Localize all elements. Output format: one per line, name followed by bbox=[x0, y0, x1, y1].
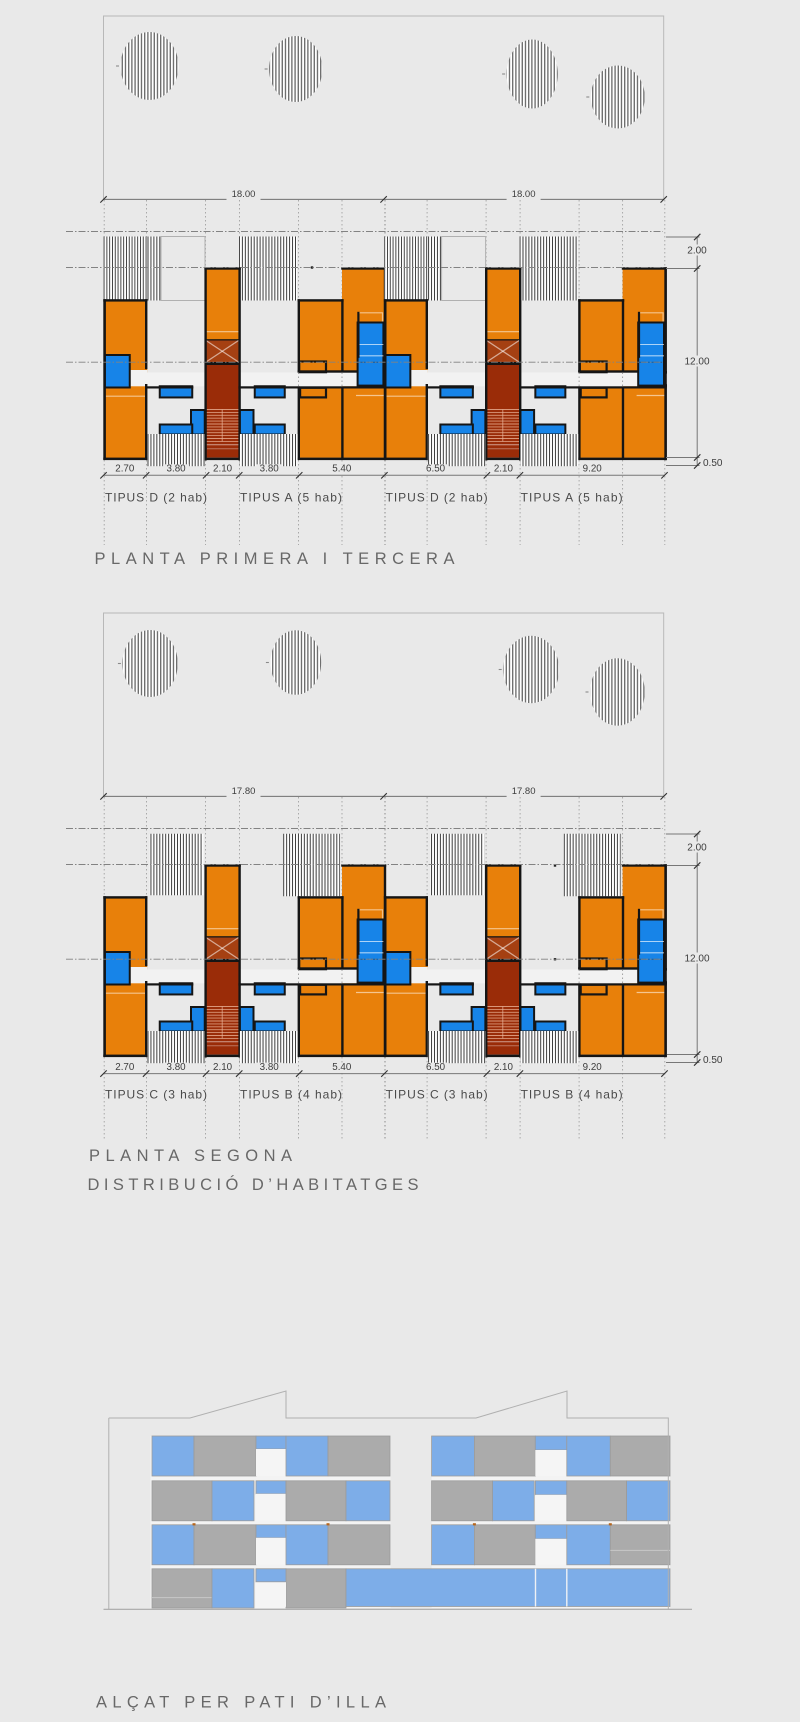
svg-text:TIPUS A (5 hab): TIPUS A (5 hab) bbox=[521, 491, 623, 505]
svg-text:TIPUS B (4 hab): TIPUS B (4 hab) bbox=[521, 1088, 623, 1102]
svg-text:2.70: 2.70 bbox=[115, 464, 135, 475]
svg-text:TIPUS C (3 hab): TIPUS C (3 hab) bbox=[105, 1088, 207, 1102]
svg-text:9.20: 9.20 bbox=[583, 1062, 603, 1073]
svg-text:5.40: 5.40 bbox=[332, 464, 352, 475]
svg-text:17.80: 17.80 bbox=[232, 786, 256, 797]
svg-text:18.00: 18.00 bbox=[512, 189, 536, 200]
svg-text:2.10: 2.10 bbox=[494, 1062, 514, 1073]
svg-text:3.80: 3.80 bbox=[260, 464, 280, 475]
svg-text:5.40: 5.40 bbox=[332, 1062, 352, 1073]
svg-text:3.80: 3.80 bbox=[167, 1062, 187, 1073]
svg-text:2.10: 2.10 bbox=[213, 1062, 233, 1073]
svg-text:DISTRIBUCIÓ D’HABITATGES: DISTRIBUCIÓ D’HABITATGES bbox=[88, 1175, 419, 1194]
svg-text:TIPUS C (3 hab): TIPUS C (3 hab) bbox=[386, 1088, 488, 1102]
svg-text:TIPUS B (4 hab): TIPUS B (4 hab) bbox=[240, 1088, 342, 1102]
svg-text:2.10: 2.10 bbox=[494, 464, 514, 475]
svg-text:2.10: 2.10 bbox=[213, 464, 233, 475]
svg-text:3.80: 3.80 bbox=[260, 1062, 280, 1073]
svg-text:12.00: 12.00 bbox=[684, 357, 709, 368]
svg-text:TIPUS D (2 hab): TIPUS D (2 hab) bbox=[386, 491, 488, 505]
svg-text:6.50: 6.50 bbox=[426, 464, 446, 475]
svg-text:18.00: 18.00 bbox=[232, 189, 256, 200]
svg-text:0.50: 0.50 bbox=[703, 1055, 723, 1066]
svg-text:TIPUS D (2 hab): TIPUS D (2 hab) bbox=[105, 491, 207, 505]
svg-text:3.80: 3.80 bbox=[167, 464, 187, 475]
svg-text:TIPUS A (5 hab): TIPUS A (5 hab) bbox=[240, 491, 342, 505]
svg-text:12.00: 12.00 bbox=[684, 954, 709, 965]
svg-text:6.50: 6.50 bbox=[426, 1062, 446, 1073]
svg-text:2.70: 2.70 bbox=[115, 1062, 135, 1073]
svg-text:17.80: 17.80 bbox=[512, 786, 536, 797]
svg-text:9.20: 9.20 bbox=[583, 464, 603, 475]
svg-text:2.00: 2.00 bbox=[687, 843, 707, 854]
svg-text:2.00: 2.00 bbox=[687, 246, 707, 257]
svg-text:0.50: 0.50 bbox=[703, 458, 723, 469]
